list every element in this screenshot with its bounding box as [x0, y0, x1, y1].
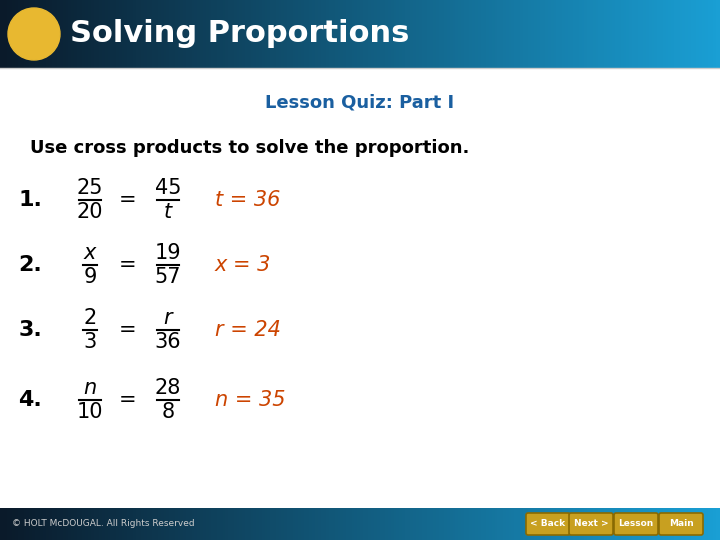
- Text: =: =: [120, 190, 137, 210]
- Text: 2.: 2.: [18, 255, 42, 275]
- Text: 45: 45: [155, 178, 181, 198]
- FancyBboxPatch shape: [659, 513, 703, 535]
- Text: n: n: [84, 378, 96, 398]
- Text: 19: 19: [155, 243, 181, 263]
- Text: 1.: 1.: [18, 190, 42, 210]
- Text: r: r: [163, 308, 172, 328]
- FancyBboxPatch shape: [569, 513, 613, 535]
- Text: 9: 9: [84, 267, 96, 287]
- Text: Solving Proportions: Solving Proportions: [70, 19, 410, 49]
- Text: 57: 57: [155, 267, 181, 287]
- Text: Main: Main: [669, 519, 693, 529]
- Text: 4.: 4.: [18, 390, 42, 410]
- Text: 2: 2: [84, 308, 96, 328]
- Text: Next >: Next >: [574, 519, 608, 529]
- Text: < Back: < Back: [531, 519, 566, 529]
- Text: 8: 8: [161, 402, 174, 422]
- Text: 36: 36: [155, 332, 181, 352]
- Text: r = 24: r = 24: [215, 320, 281, 340]
- Text: n = 35: n = 35: [215, 390, 286, 410]
- Text: 28: 28: [155, 378, 181, 398]
- Text: t: t: [164, 202, 172, 222]
- Text: =: =: [120, 255, 137, 275]
- Circle shape: [8, 8, 60, 60]
- FancyBboxPatch shape: [526, 513, 570, 535]
- Text: 25: 25: [77, 178, 103, 198]
- Text: 20: 20: [77, 202, 103, 222]
- Text: t = 36: t = 36: [215, 190, 280, 210]
- Text: © HOLT McDOUGAL. All Rights Reserved: © HOLT McDOUGAL. All Rights Reserved: [12, 519, 194, 529]
- Text: 3: 3: [84, 332, 96, 352]
- FancyBboxPatch shape: [614, 513, 658, 535]
- Text: =: =: [120, 320, 137, 340]
- Text: x = 3: x = 3: [215, 255, 271, 275]
- Text: x: x: [84, 243, 96, 263]
- Text: Lesson Quiz: Part I: Lesson Quiz: Part I: [266, 94, 454, 112]
- Text: Use cross products to solve the proportion.: Use cross products to solve the proporti…: [30, 139, 469, 157]
- Text: Lesson: Lesson: [618, 519, 654, 529]
- Text: 3.: 3.: [18, 320, 42, 340]
- Text: 10: 10: [77, 402, 103, 422]
- Text: =: =: [120, 390, 137, 410]
